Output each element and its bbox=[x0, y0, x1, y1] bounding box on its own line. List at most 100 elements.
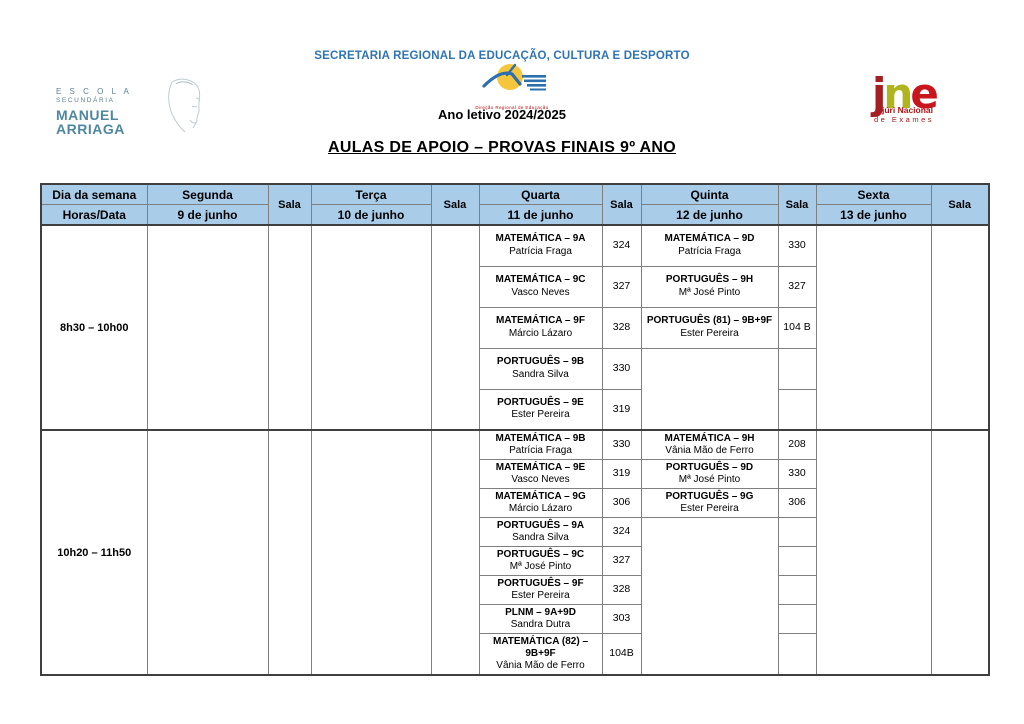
col-header-terca: Terça bbox=[310, 183, 432, 205]
teacher-label: Vasco Neves bbox=[511, 286, 570, 298]
subject-label: PORTUGUÊS – 9G bbox=[665, 491, 754, 502]
sala-value: 303 bbox=[601, 604, 642, 634]
subject-label: MATEMÁTICA – 9E bbox=[495, 462, 586, 473]
sala-value: 104B bbox=[601, 633, 642, 676]
table-row: MATEMÁTICA (82) – 9B+9F Vânia Mão de Ferr… bbox=[41, 633, 989, 676]
subject-label: PORTUGUÊS – 9B bbox=[496, 356, 585, 367]
jne-caption-line2: de Exames bbox=[874, 114, 935, 124]
subject-label: PORTUGUÊS – 9E bbox=[497, 396, 584, 408]
jne-logo-word: jne bbox=[872, 73, 962, 115]
jne-letter-e: e bbox=[910, 69, 938, 118]
teacher-label: Sandra Silva bbox=[512, 532, 569, 543]
quarta-class-cell: MATEMÁTICA – 9B Patrícia Fraga bbox=[478, 429, 603, 460]
empty-sala-quinta bbox=[777, 546, 817, 576]
empty-sala-terca bbox=[430, 429, 480, 676]
date-sexta: 13 de junho bbox=[815, 204, 932, 226]
quinta-class-cell: PORTUGUÊS – 9G Ester Pereira bbox=[640, 488, 779, 518]
table-row: 8h30 – 10h00 MATEMÁTICA – 9A Patrícia Frag… bbox=[40, 224, 990, 431]
sala-value: 330 bbox=[777, 459, 817, 489]
col-header-quarta: Quarta bbox=[478, 183, 603, 205]
face-sketch-image bbox=[168, 78, 201, 133]
sala-value: 306 bbox=[601, 488, 642, 518]
sala-value: 319 bbox=[601, 459, 642, 489]
quarta-class-cell: MATEMÁTICA – 9A Patrícia Fraga bbox=[478, 224, 603, 267]
subject-label: PORTUGUÊS – 9C bbox=[496, 549, 585, 560]
table-row: MATEMÁTICA – 9G Márcio Lázaro 306 PORTUGUÊS… bbox=[41, 488, 989, 518]
teacher-label: Ester Pereira bbox=[511, 590, 570, 601]
empty-cell-quinta bbox=[640, 517, 779, 676]
school-name-line4: ARRIAGA bbox=[56, 120, 125, 137]
sala-value: 330 bbox=[601, 429, 642, 460]
subject-label: MATEMÁTICA – 9D bbox=[664, 233, 755, 245]
table-row: PORTUGUÊS – 9C Mª José Pinto 327 bbox=[41, 546, 989, 576]
quarta-class-cell: PLNM – 9A+9D Sandra Dutra bbox=[478, 604, 603, 634]
col-header-sala-terca: Sala bbox=[430, 183, 480, 226]
schedule-table: Dia da semana Segunda Sala Terça Sala Qu… bbox=[40, 183, 990, 676]
empty-cell-segunda bbox=[146, 224, 269, 431]
table-row: PORTUGUÊS – 9B Sandra Silva 330 bbox=[41, 347, 989, 431]
table-row: MATEMÁTICA – 9C Vasco Neves 327 PORTUGUÊS –… bbox=[41, 265, 989, 308]
quarta-class-cell: PORTUGUÊS – 9A Sandra Silva bbox=[478, 517, 603, 547]
sala-value: 330 bbox=[601, 347, 642, 390]
quarta-class-cell: PORTUGUÊS – 9E Ester Pereira bbox=[478, 388, 603, 431]
subject-label: MATEMÁTICA – 9H bbox=[664, 433, 755, 444]
teacher-label: Patrícia Fraga bbox=[678, 245, 741, 257]
teacher-label: Vânia Mão de Ferro bbox=[496, 660, 585, 671]
school-name-line1: E S C O L A bbox=[56, 87, 132, 96]
subject-label: MATEMÁTICA (82) – 9B+9F bbox=[493, 636, 588, 659]
quarta-class-cell: PORTUGUÊS – 9B Sandra Silva bbox=[478, 347, 603, 390]
sala-value: 104 B bbox=[777, 306, 817, 349]
empty-cell-segunda bbox=[146, 429, 269, 676]
quarta-class-cell: MATEMÁTICA – 9E Vasco Neves bbox=[478, 459, 603, 489]
date-quinta: 12 de junho bbox=[640, 204, 779, 226]
teacher-label: Sandra Silva bbox=[512, 368, 569, 380]
school-year-label: Ano letivo 2024/2025 bbox=[438, 107, 566, 122]
subject-label: MATEMÁTICA – 9C bbox=[495, 274, 586, 285]
teacher-label: Mª José Pinto bbox=[509, 561, 572, 572]
table-row: 10h20 – 11h50 MATEMÁTICA – 9B Patrícia Fra… bbox=[40, 429, 990, 676]
empty-sala-quinta bbox=[777, 347, 817, 390]
page-title: AULAS DE APOIO – PROVAS FINAIS 9º ANO bbox=[328, 139, 676, 156]
col-header-sala-quinta: Sala bbox=[777, 183, 817, 226]
quarta-class-cell: MATEMÁTICA – 9G Márcio Lázaro bbox=[478, 488, 603, 518]
empty-sala-quinta bbox=[777, 604, 817, 634]
date-terca: 10 de junho bbox=[310, 204, 432, 226]
teacher-label: Patrícia Fraga bbox=[509, 245, 572, 257]
header-row-days: Dia da semana Segunda Sala Terça Sala Qu… bbox=[40, 183, 990, 226]
empty-sala-sexta bbox=[930, 224, 990, 431]
teacher-label: Márcio Lázaro bbox=[508, 327, 573, 339]
time-slot-label: 8h30 – 10h00 bbox=[40, 224, 148, 431]
schedule-tbody: 8h30 – 10h00 MATEMÁTICA – 9A Patrícia Frag… bbox=[40, 224, 990, 676]
empty-cell-terca bbox=[310, 224, 432, 431]
subject-label: PORTUGUÊS – 9F bbox=[497, 578, 584, 589]
quarta-class-cell: MATEMÁTICA – 9F Márcio Lázaro bbox=[478, 306, 603, 349]
table-row: PORTUGUÊS – 9F Ester Pereira 328 bbox=[41, 575, 989, 605]
subject-label: PLNM – 9A+9D bbox=[505, 607, 576, 618]
dre-logo: Direção Regional de Educação bbox=[452, 62, 572, 110]
sala-value: 306 bbox=[777, 488, 817, 518]
empty-cell-terca bbox=[310, 429, 432, 676]
teacher-label: Sandra Dutra bbox=[510, 619, 571, 630]
subject-label: MATEMÁTICA – 9F bbox=[496, 315, 585, 326]
date-quarta: 11 de junho bbox=[478, 204, 603, 226]
teacher-label: Mª José Pinto bbox=[678, 286, 741, 298]
quarta-class-cell: PORTUGUÊS – 9F Ester Pereira bbox=[478, 575, 603, 605]
empty-sala-terca bbox=[430, 224, 480, 431]
school-name-line2: SECUNDÁRIA bbox=[56, 97, 115, 104]
sala-value: 327 bbox=[601, 546, 642, 576]
empty-cell-quinta bbox=[640, 347, 779, 431]
col-header-sala-segunda: Sala bbox=[267, 183, 312, 226]
table-row: PLNM – 9A+9D Sandra Dutra 303 bbox=[41, 604, 989, 634]
school-logo: E S C O L A SECUNDÁRIA MANUEL ARRIAGA bbox=[56, 78, 206, 137]
empty-sala-segunda bbox=[267, 429, 312, 676]
teacher-label: Ester Pereira bbox=[680, 503, 739, 514]
dre-logo-image bbox=[482, 63, 546, 91]
empty-sala-quinta bbox=[777, 633, 817, 676]
quinta-class-cell: PORTUGUÊS – 9D Mª José Pinto bbox=[640, 459, 779, 489]
teacher-label: Ester Pereira bbox=[680, 327, 739, 339]
col-header-sala-sexta: Sala bbox=[930, 183, 990, 226]
col-header-sala-quarta: Sala bbox=[601, 183, 642, 226]
teacher-label: Vânia Mão de Ferro bbox=[665, 445, 754, 456]
quarta-class-cell: PORTUGUÊS – 9C Mª José Pinto bbox=[478, 546, 603, 576]
